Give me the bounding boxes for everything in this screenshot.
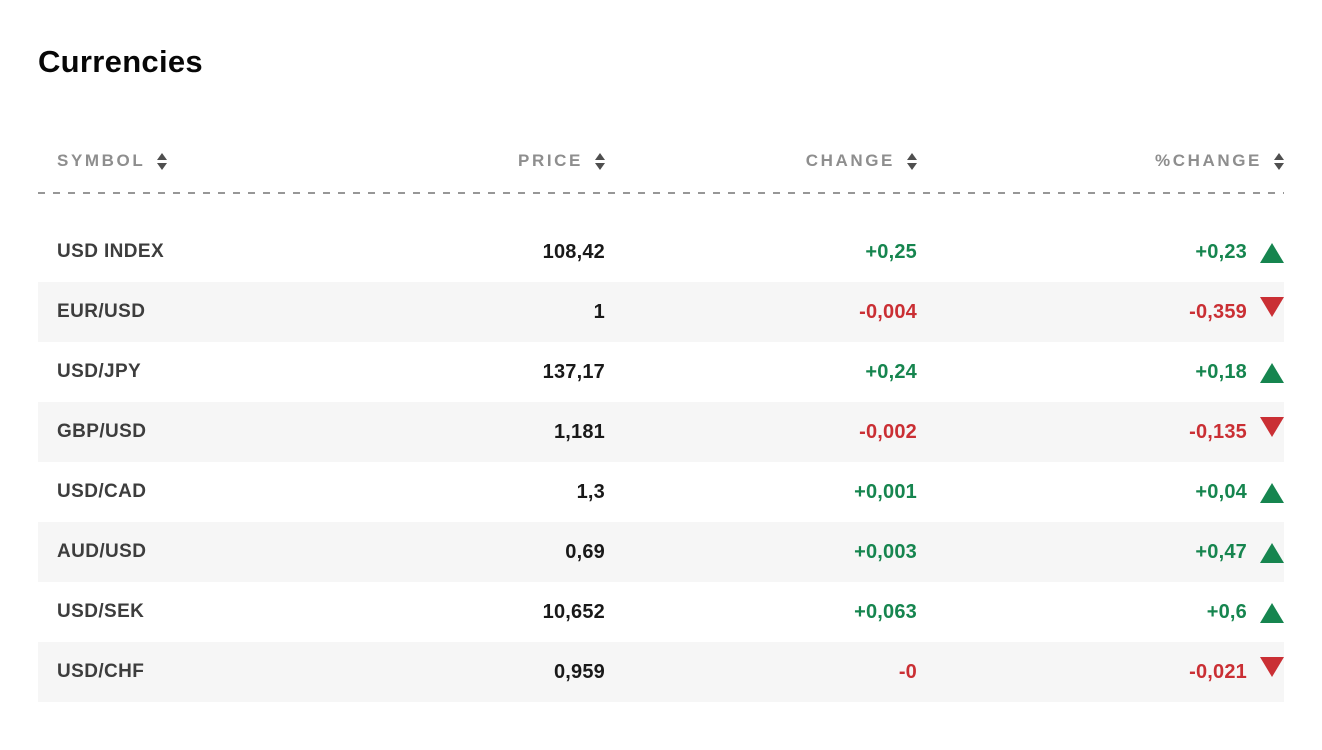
table-row: USD/CHF 0,959 -0 -0,021 [38,642,1284,702]
sort-arrows-icon[interactable] [907,152,917,170]
symbol-cell: AUD/USD [57,541,147,562]
table-row: AUD/USD 0,69 +0,003 +0,47 [38,522,1284,582]
table-body: USD INDEX 108,42 +0,25 +0,23 EUR/USD 1 -0,004 -… [38,222,1284,702]
symbol-cell: EUR/USD [57,301,146,322]
pct-change-value: +0,04 [1195,480,1247,503]
column-header-pct-change[interactable]: %CHANGE [917,151,1284,171]
pct-change-cell: +0,04 [917,481,1284,504]
table-row: USD INDEX 108,42 +0,25 +0,23 [38,222,1284,282]
price-cell: 1,181 [553,420,605,443]
price-cell: 0,959 [553,660,605,683]
change-cell: +0,001 [854,480,917,503]
pct-change-value: +0,47 [1195,540,1247,563]
sort-arrows-icon[interactable] [157,152,168,170]
up-triangle-icon [1260,483,1284,503]
table-row: EUR/USD 1 -0,004 -0,359 [38,282,1284,342]
down-triangle-icon [1260,657,1284,677]
column-header-symbol[interactable]: SYMBOL [38,151,288,171]
page-title: Currencies [38,44,203,79]
table-row: GBP/USD 1,181 -0,002 -0,135 [38,402,1284,462]
sort-down-arrow-icon [907,162,917,170]
pct-change-cell: -0,021 [917,657,1284,684]
change-cell: +0,25 [865,240,917,263]
down-triangle-icon [1260,297,1284,317]
up-triangle-icon [1260,603,1284,623]
pct-change-value: -0,359 [1189,300,1247,323]
sort-up-arrow-icon [907,152,917,160]
sort-down-arrow-icon [595,162,605,170]
column-header-pct-change-label: %CHANGE [1155,151,1262,170]
price-cell: 1,3 [576,480,605,503]
price-cell: 137,17 [542,360,605,383]
sort-arrows-icon[interactable] [1274,152,1284,170]
pct-change-cell: +0,23 [917,241,1284,264]
table-row: USD/CAD 1,3 +0,001 +0,04 [38,462,1284,522]
up-triangle-icon [1260,243,1284,263]
sort-up-arrow-icon [595,152,605,160]
symbol-cell: USD/CHF [57,661,145,682]
symbol-cell: USD/CAD [57,481,147,502]
sort-up-arrow-icon [1274,152,1284,160]
pct-change-cell: +0,47 [917,541,1284,564]
symbol-cell: USD/JPY [57,361,142,382]
change-cell: +0,003 [854,540,917,563]
column-header-change-label: CHANGE [805,151,895,170]
pct-change-cell: +0,18 [917,361,1284,384]
pct-change-value: +0,23 [1195,240,1247,263]
change-cell: +0,063 [854,600,917,623]
change-cell: -0 [898,660,917,683]
change-cell: +0,24 [865,360,917,383]
column-header-price-label: PRICE [518,151,583,170]
pct-change-value: -0,135 [1189,420,1247,443]
sort-down-arrow-icon [1274,162,1284,170]
pct-change-cell: +0,6 [917,601,1284,624]
table-row: USD/SEK 10,652 +0,063 +0,6 [38,582,1284,642]
column-header-symbol-label: SYMBOL [57,151,146,170]
sort-up-arrow-icon [157,152,168,160]
sort-arrows-icon[interactable] [595,152,605,170]
change-cell: -0,002 [859,420,917,443]
symbol-cell: USD/SEK [57,601,145,622]
up-triangle-icon [1260,363,1284,383]
table-header: SYMBOL PRICE CHANGE %CHANGE [38,148,1284,174]
price-cell: 0,69 [565,540,605,563]
pct-change-value: +0,18 [1195,360,1247,383]
price-cell: 1 [593,300,605,323]
change-cell: -0,004 [859,300,917,323]
column-header-change[interactable]: CHANGE [605,151,917,171]
currencies-widget: Currencies SYMBOL PRICE CHANGE %CHANGE U… [38,44,1284,702]
symbol-cell: GBP/USD [57,421,147,442]
pct-change-cell: -0,359 [917,297,1284,324]
currencies-table: SYMBOL PRICE CHANGE %CHANGE USD INDEX 108… [38,148,1284,702]
sort-down-arrow-icon [157,162,168,170]
column-header-price[interactable]: PRICE [288,151,605,171]
price-cell: 108,42 [542,240,605,263]
up-triangle-icon [1260,543,1284,563]
symbol-cell: USD INDEX [57,241,165,262]
down-triangle-icon [1260,417,1284,437]
pct-change-value: +0,6 [1206,600,1247,623]
table-row: USD/JPY 137,17 +0,24 +0,18 [38,342,1284,402]
header-divider [38,192,1284,194]
price-cell: 10,652 [542,600,605,623]
pct-change-value: -0,021 [1189,660,1247,683]
pct-change-cell: -0,135 [917,417,1284,444]
